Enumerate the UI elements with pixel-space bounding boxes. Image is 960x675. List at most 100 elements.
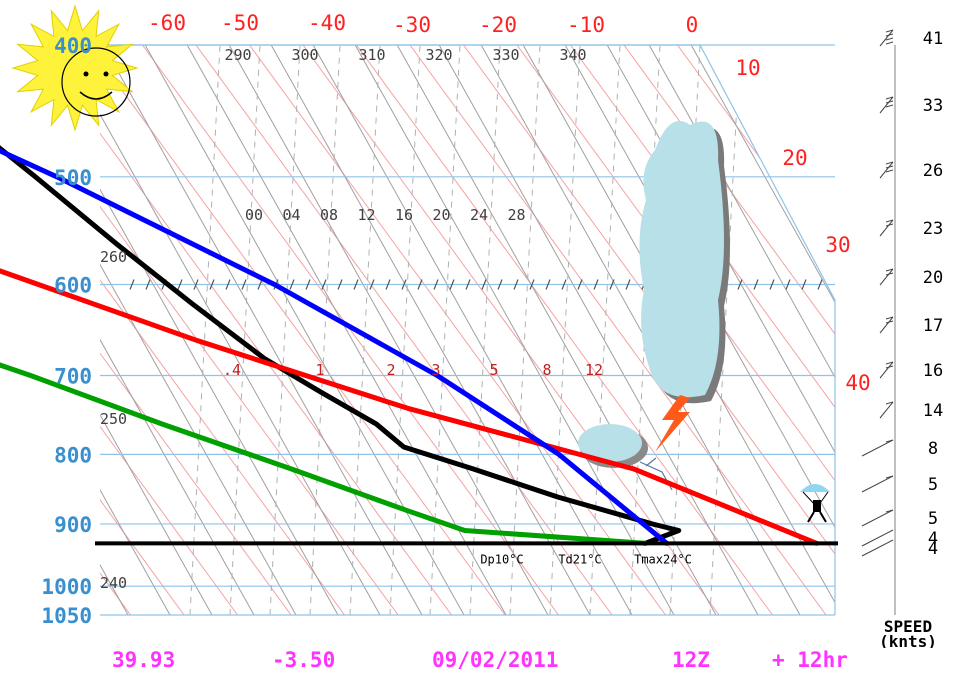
wind-barb-feather [885, 223, 894, 227]
temperature-tick-label: -30 [393, 13, 431, 37]
sounding-series-2 [0, 268, 819, 546]
hatch-mark [225, 279, 231, 290]
surface-annotation: Dp10°C [480, 552, 523, 566]
isotherm-line [356, 45, 773, 615]
wind-barb-staff [879, 316, 894, 334]
dry-adiabat-line [259, 45, 591, 615]
dry-adiabat-line [100, 45, 423, 615]
dry-adiabat-line [679, 45, 835, 615]
wind-barb-staff [861, 539, 894, 557]
wind-barb-staff [861, 529, 894, 547]
theta-tick-label: 330 [492, 46, 519, 64]
wind-barb-feather [885, 268, 894, 272]
hatch-mark [449, 279, 455, 290]
hatch-mark [401, 279, 407, 290]
temperature-tick-label: -40 [308, 11, 346, 35]
theta-tick-label: 290 [224, 46, 251, 64]
isotherm-line [100, 45, 238, 615]
speed-tick-label: 5 [928, 475, 938, 495]
isotherm-line [100, 45, 399, 615]
isotherm-line [100, 45, 292, 615]
sun-eye-right [103, 71, 109, 77]
temperature-tick-label: 20 [782, 146, 807, 170]
theta-tick-label: 300 [291, 46, 318, 64]
mixing-ratio-line [589, 45, 621, 615]
pressure-tick-label: 1050 [41, 604, 92, 628]
sun-smile [79, 91, 113, 100]
speed-legend-title: SPEED [884, 617, 932, 636]
speed-tick-label: 41 [923, 29, 943, 49]
footer-latitude: 39.93 [112, 648, 176, 672]
wind-barb-staff [879, 219, 894, 237]
hatch-mark [321, 279, 327, 290]
wind-barb-feather [885, 316, 894, 320]
dry-adiabat-line [637, 45, 835, 615]
mixing-ratio-tick-label: 1 [315, 361, 324, 379]
sun-rays [11, 4, 139, 132]
hatch-mark [305, 279, 311, 290]
footer-forecast: + 12hr [772, 648, 848, 672]
wind-barb-staff [879, 96, 894, 114]
parachutist-legs [807, 511, 827, 523]
dry-adiabat-line [385, 45, 717, 615]
theta-e-tick-label: 08 [320, 206, 338, 224]
speed-tick-label: 17 [923, 316, 943, 336]
dry-adiabat-line [100, 45, 213, 615]
wind-barb-feather [885, 365, 894, 369]
theta-e-tick-label: 28 [507, 206, 525, 224]
isotherm-line [100, 45, 185, 615]
surface-annotation: Tmax24°C [634, 552, 692, 566]
isotherm-line [677, 45, 835, 615]
footer-date: 09/02/2011 [432, 648, 559, 672]
temperature-tick-label: -50 [221, 11, 259, 35]
hatch-mark [753, 279, 759, 290]
temperature-tick-label: -20 [479, 13, 517, 37]
theta-tick-label: 310 [358, 46, 385, 64]
temperature-tick-label: 0 [686, 13, 699, 37]
theta-e-tick-label: 12 [357, 206, 375, 224]
wind-barb-feather [885, 29, 894, 33]
theta-e-tick-label: 20 [432, 206, 450, 224]
wind-barb-feather [885, 439, 894, 443]
wind-barb-staff [879, 161, 894, 179]
sounding-series-1 [0, 362, 648, 546]
hatch-mark [577, 279, 583, 290]
theta-e-tick-label: 00 [245, 206, 263, 224]
speed-tick-label: 4 [928, 529, 938, 549]
dry-adiabat-line [595, 45, 835, 615]
wind-barb-feather [885, 100, 894, 104]
surface-annotation: Td21°C [558, 552, 601, 566]
hatch-mark [433, 279, 439, 290]
speed-tick-label: 4 [928, 539, 938, 559]
parachute-canopy [800, 484, 830, 492]
dry-adiabat-line [427, 45, 759, 615]
hatch-mark [529, 279, 535, 290]
hatch-mark [513, 279, 519, 290]
pressure-tick-label: 900 [54, 513, 92, 537]
hatch-mark [561, 279, 567, 290]
speed-tick-label: 8 [928, 439, 938, 459]
hatch-mark [785, 279, 791, 290]
wind-barb-staff [879, 401, 894, 419]
wind-barb-feather [885, 96, 894, 100]
wind-barb-feather [885, 401, 894, 405]
dry-adiabat-line [0, 25, 2, 615]
hatch-mark [257, 279, 263, 290]
temperature-tick-label: -10 [567, 13, 605, 37]
wind-barb-feather [885, 509, 894, 513]
isotherm-line [570, 45, 835, 615]
wind-barb-feather [885, 37, 894, 41]
theta-tick-label: 320 [425, 46, 452, 64]
cumulus-body [578, 424, 642, 462]
pressure-tick-label: 700 [54, 365, 92, 389]
sun-eye-left [83, 71, 89, 77]
pressure-tick-label: 400 [54, 34, 92, 58]
hatch-mark [545, 279, 551, 290]
speed-tick-label: 5 [928, 509, 938, 529]
speed-tick-label: 23 [923, 219, 943, 239]
hatch-mark [353, 279, 359, 290]
dry-adiabat-line [100, 45, 297, 615]
dry-adiabat-line [343, 45, 675, 615]
